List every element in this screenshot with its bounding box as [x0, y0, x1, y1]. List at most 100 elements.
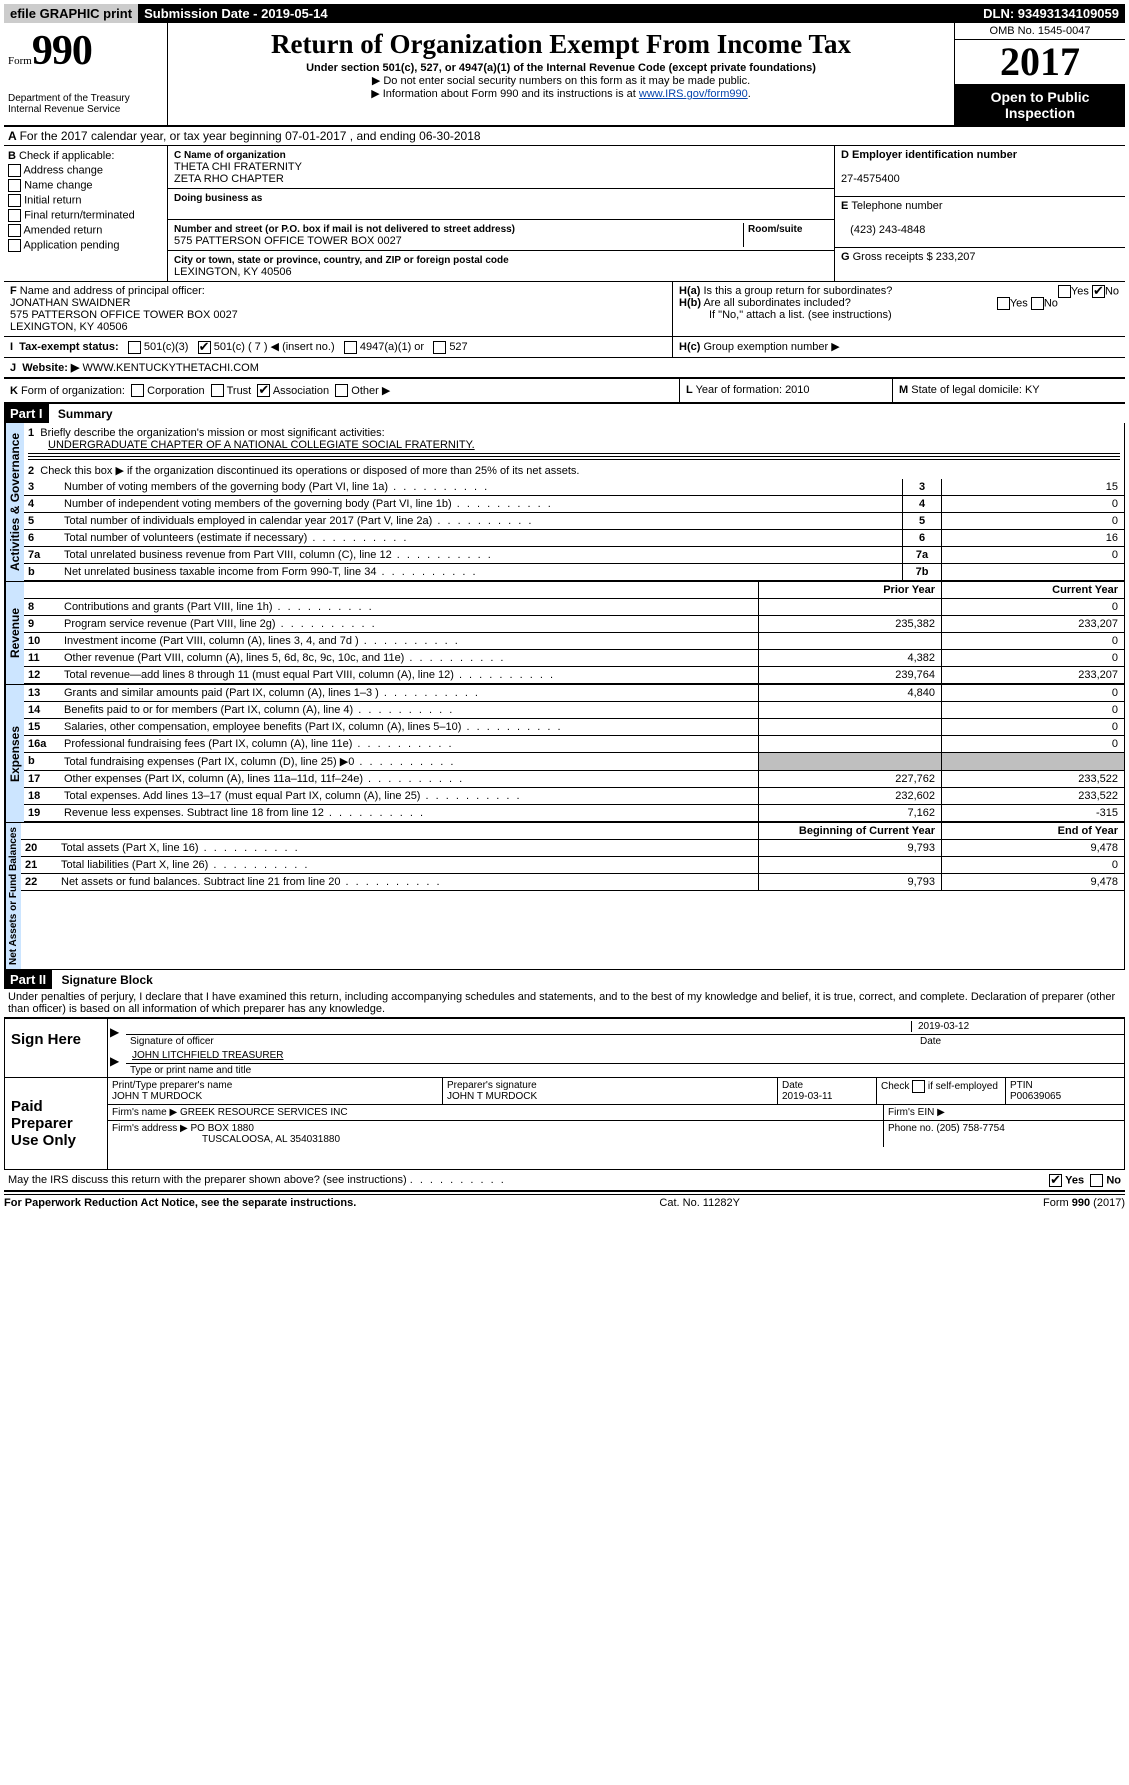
- sig-officer-label: Signature of officer: [126, 1035, 916, 1048]
- data-line: 19Revenue less expenses. Subtract line 1…: [24, 805, 1124, 822]
- lbl-amended-return: Amended return: [23, 224, 102, 236]
- check-applicable-label: Check if applicable:: [19, 150, 114, 162]
- opt-501c: 501(c) ( 7 ) ◀ (insert no.): [214, 341, 335, 353]
- cat-no: Cat. No. 11282Y: [659, 1197, 740, 1209]
- chk-address-change[interactable]: [8, 164, 21, 177]
- submission-date: Submission Date - 2019-05-14: [138, 4, 334, 23]
- chk-other[interactable]: [335, 384, 348, 397]
- omb-number: OMB No. 1545-0047: [955, 23, 1125, 40]
- irs-label: Internal Revenue Service: [8, 104, 163, 115]
- opt-4947: 4947(a)(1) or: [360, 341, 424, 353]
- website-label: Website: ▶: [22, 362, 79, 374]
- form-label: Form: [8, 55, 32, 67]
- sig-date: 2019-03-12: [911, 1021, 1118, 1032]
- lbl-name-change: Name change: [24, 179, 93, 191]
- ptin-value: P00639065: [1010, 1091, 1061, 1102]
- data-line: 22Net assets or fund balances. Subtract …: [21, 874, 1124, 891]
- room-label: Room/suite: [748, 224, 802, 235]
- form-footer: Form 990 (2017): [1043, 1197, 1125, 1209]
- chk-hb-yes[interactable]: [997, 297, 1010, 310]
- chk-discuss-no[interactable]: [1090, 1174, 1103, 1187]
- chk-501c[interactable]: [198, 341, 211, 354]
- sig-name-title: JOHN LITCHFIELD TREASURER: [132, 1050, 284, 1061]
- gross-label: Gross receipts $: [853, 251, 933, 263]
- chk-527[interactable]: [433, 341, 446, 354]
- firm-phone: (205) 758-7754: [936, 1123, 1004, 1134]
- phone-label: Telephone number: [851, 200, 942, 212]
- summary-line: 7aTotal unrelated business revenue from …: [24, 547, 1124, 564]
- part-2-header: Part II Signature Block: [4, 970, 1125, 989]
- org-address: 575 PATTERSON OFFICE TOWER BOX 0027: [174, 235, 402, 247]
- chk-501c3[interactable]: [128, 341, 141, 354]
- chk-discuss-yes[interactable]: [1049, 1174, 1062, 1187]
- note-ssn: Do not enter social security numbers on …: [176, 74, 946, 87]
- sig-date-label: Date: [916, 1035, 1124, 1048]
- hb-label: Are all subordinates included?: [703, 297, 850, 309]
- data-line: 12Total revenue—add lines 8 through 11 (…: [24, 667, 1124, 684]
- vtab-expenses: Expenses: [5, 685, 24, 822]
- lbl-final-return: Final return/terminated: [24, 209, 135, 221]
- chk-assoc[interactable]: [257, 384, 270, 397]
- org-name-2: ZETA RHO CHAPTER: [174, 173, 284, 185]
- firm-name-label: Firm's name ▶: [112, 1107, 177, 1118]
- net-assets-block: Net Assets or Fund Balances Beginning of…: [4, 823, 1125, 970]
- part-1-num: Part I: [4, 404, 49, 423]
- tax-year: 2017: [955, 40, 1125, 85]
- data-line: 14Benefits paid to or for members (Part …: [24, 702, 1124, 719]
- chk-final-return[interactable]: [8, 209, 21, 222]
- sign-here-label: Sign Here: [5, 1019, 108, 1077]
- website-value: WWW.KENTUCKYTHETACHI.COM: [82, 362, 258, 374]
- opt-527: 527: [449, 341, 467, 353]
- section-klm: K Form of organization: Corporation Trus…: [4, 379, 1125, 405]
- chk-hb-no[interactable]: [1031, 297, 1044, 310]
- org-city: LEXINGTON, KY 40506: [174, 266, 292, 278]
- discuss-label: May the IRS discuss this return with the…: [8, 1174, 407, 1186]
- chk-application-pending[interactable]: [8, 239, 21, 252]
- tax-exempt-label: Tax-exempt status:: [19, 341, 118, 353]
- top-bar: efile GRAPHIC print Submission Date - 20…: [4, 4, 1125, 23]
- chk-ha-yes[interactable]: [1058, 285, 1071, 298]
- link-irs-form990[interactable]: www.IRS.gov/form990: [639, 88, 748, 100]
- line2-discontinued: Check this box ▶ if the organization dis…: [40, 465, 579, 477]
- chk-initial-return[interactable]: [8, 194, 21, 207]
- firm-phone-label: Phone no.: [888, 1123, 934, 1134]
- chk-amended-return[interactable]: [8, 224, 21, 237]
- data-line: 16aProfessional fundraising fees (Part I…: [24, 736, 1124, 753]
- ein-label: Employer identification number: [852, 149, 1017, 161]
- chk-name-change[interactable]: [8, 179, 21, 192]
- hdr-current-year: Current Year: [941, 582, 1124, 598]
- data-line: 15Salaries, other compensation, employee…: [24, 719, 1124, 736]
- section-fh: F Name and address of principal officer:…: [4, 282, 1125, 337]
- chk-ha-no[interactable]: [1092, 285, 1105, 298]
- domicile-label: State of legal domicile:: [911, 384, 1022, 396]
- part-1-header: Part I Summary: [4, 404, 1125, 423]
- dept-treasury: Department of the Treasury: [8, 93, 163, 104]
- part-1-title: Summary: [52, 407, 113, 421]
- mission-label: Briefly describe the organization's miss…: [40, 427, 384, 439]
- chk-corp[interactable]: [131, 384, 144, 397]
- page-footer: For Paperwork Reduction Act Notice, see …: [4, 1194, 1125, 1209]
- vtab-netassets: Net Assets or Fund Balances: [5, 823, 21, 969]
- data-line: 11Other revenue (Part VIII, column (A), …: [24, 650, 1124, 667]
- chk-4947[interactable]: [344, 341, 357, 354]
- column-d: D Employer identification number 27-4575…: [835, 146, 1125, 281]
- data-line: 9Program service revenue (Part VIII, lin…: [24, 616, 1124, 633]
- firm-addr2: TUSCALOOSA, AL 354031880: [112, 1134, 340, 1145]
- form-number: 990: [32, 28, 92, 74]
- lbl-application-pending: Application pending: [23, 239, 119, 251]
- chk-self-employed[interactable]: [912, 1080, 925, 1093]
- section-a: A For the 2017 calendar year, or tax yea…: [4, 127, 1125, 146]
- tax-year-range: For the 2017 calendar year, or tax year …: [20, 129, 481, 143]
- officer-addr: 575 PATTERSON OFFICE TOWER BOX 0027: [10, 309, 238, 321]
- opt-corp: Corporation: [147, 385, 204, 397]
- data-line: 10Investment income (Part VIII, column (…: [24, 633, 1124, 650]
- mission-value: UNDERGRADUATE CHAPTER OF A NATIONAL COLL…: [28, 439, 475, 451]
- org-name-label: Name of organization: [184, 150, 286, 161]
- note-info: Information about Form 990 and its instr…: [371, 88, 639, 100]
- section-i: I Tax-exempt status: 501(c)(3) 501(c) ( …: [4, 337, 1125, 358]
- summary-line: 3Number of voting members of the governi…: [24, 479, 1124, 496]
- data-line: 8Contributions and grants (Part VIII, li…: [24, 599, 1124, 616]
- firm-name: GREEK RESOURCE SERVICES INC: [180, 1107, 348, 1118]
- hdr-prior-year: Prior Year: [758, 582, 941, 598]
- chk-trust[interactable]: [211, 384, 224, 397]
